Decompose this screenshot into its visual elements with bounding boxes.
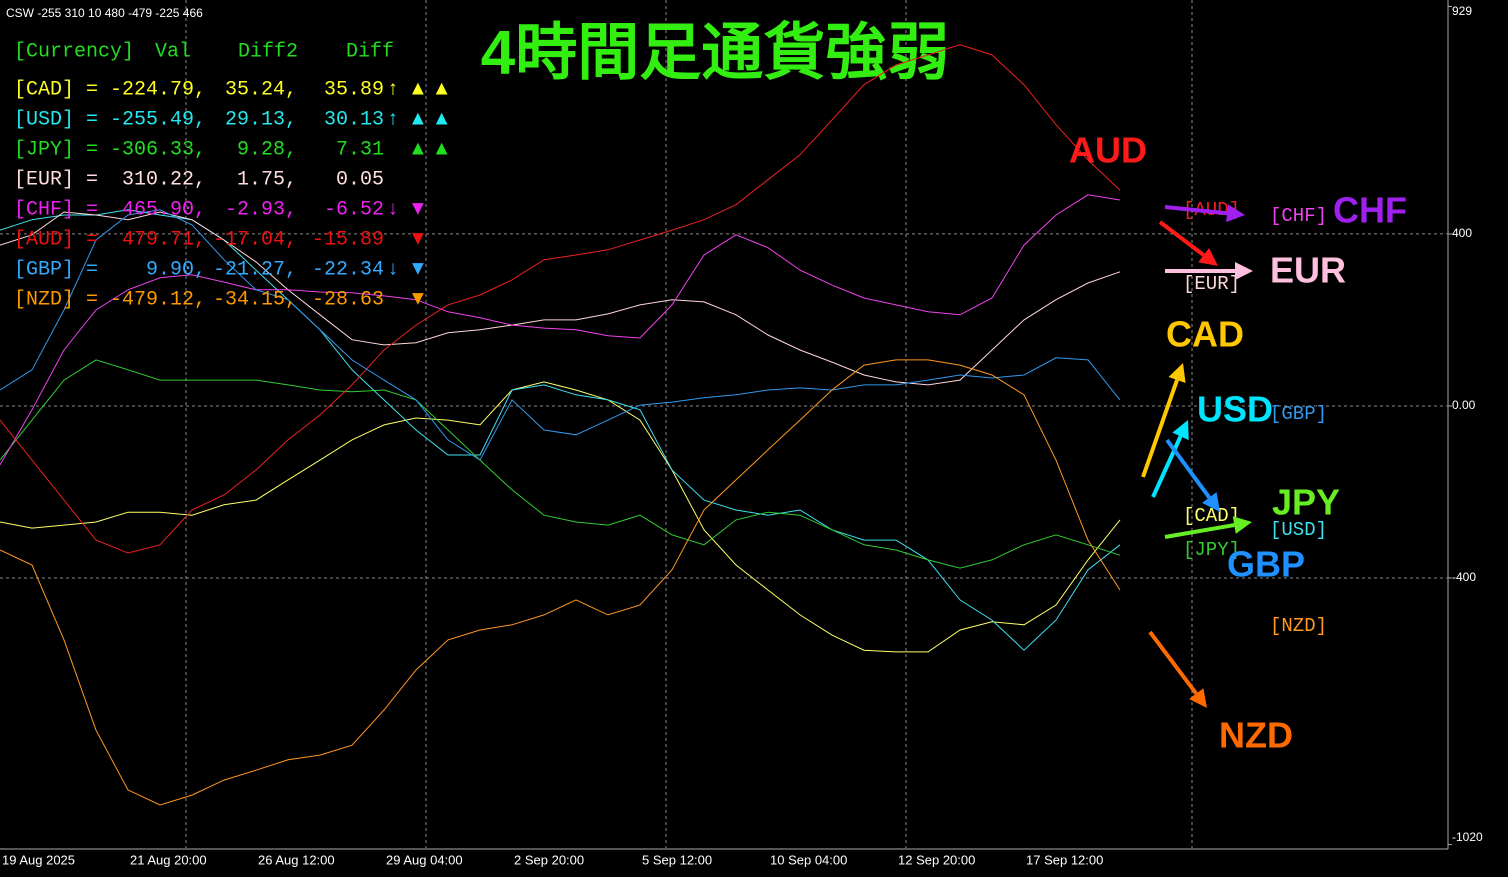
- series-line: [0, 44, 1121, 554]
- row-marks: ▲▲: [408, 137, 456, 159]
- row-diff2: 35.24,: [225, 78, 297, 101]
- series-line: [0, 359, 1121, 569]
- row-diff: 30.13: [324, 108, 384, 131]
- row-diff2: 1.75,: [237, 168, 297, 191]
- row-diff: 7.31: [336, 138, 384, 161]
- x-tick-label: 12 Sep 20:00: [898, 852, 975, 867]
- table-header: [Currency]: [14, 40, 134, 63]
- arrow: [1165, 438, 1211, 499]
- chart-title: 4時間足通貨強弱: [481, 18, 949, 87]
- row-diff2: 29.13,: [225, 108, 297, 131]
- annotation: GBP: [1227, 544, 1305, 585]
- row-label: [JPY] = -306.33,: [14, 138, 206, 161]
- annotation: CAD: [1166, 314, 1244, 355]
- arrow: [1148, 630, 1198, 695]
- arrow-head: [1172, 420, 1189, 441]
- row-diff2: -34.15,: [213, 288, 297, 311]
- arrow: [1141, 379, 1179, 478]
- arrow-head: [1235, 262, 1253, 280]
- x-tick-label: 19 Aug 2025: [2, 852, 75, 867]
- header: CSW -255 310 10 480 -479 -225 466: [6, 6, 203, 20]
- series-label: [EUR]: [1183, 273, 1240, 295]
- series-line: [0, 359, 1121, 806]
- series-label: [NZD]: [1270, 615, 1327, 637]
- row-label: [GBP] = 9.90,: [14, 258, 206, 281]
- x-tick-label: 21 Aug 20:00: [130, 852, 207, 867]
- series-label: [GBP]: [1270, 403, 1327, 425]
- series-label: [CHF]: [1270, 205, 1327, 227]
- x-tick-label: 5 Sep 12:00: [642, 852, 712, 867]
- row-diff: -28.63: [312, 288, 384, 311]
- row-marks: ▲▲: [408, 77, 456, 99]
- series-line: [0, 209, 1121, 461]
- y-tick-label: -1020: [1452, 830, 1483, 844]
- x-tick-label: 29 Aug 04:00: [386, 852, 463, 867]
- annotation: CHF: [1333, 190, 1407, 231]
- y-tick-label: -400: [1452, 570, 1476, 584]
- series-label: [JPY]: [1183, 539, 1240, 561]
- arrow-head: [1232, 516, 1252, 534]
- row-diff: -15.89: [312, 228, 384, 251]
- annotation: NZD: [1219, 715, 1293, 756]
- y-tick-label: 400: [1452, 226, 1472, 240]
- row-diff: -6.52: [324, 198, 384, 221]
- row-arrow: ↓: [387, 258, 399, 281]
- row-marks: ▲▲: [408, 107, 456, 129]
- series-line: [0, 381, 1121, 653]
- row-diff2: -2.93,: [225, 198, 297, 221]
- row-diff2: 9.28,: [237, 138, 297, 161]
- row-diff: 0.05: [336, 168, 384, 191]
- arrow: [1164, 523, 1235, 539]
- annotation: AUD: [1069, 130, 1147, 171]
- x-tick-label: 2 Sep 20:00: [514, 852, 584, 867]
- annotation: JPY: [1272, 482, 1340, 523]
- row-label: [EUR] = 310.22,: [14, 168, 206, 191]
- row-marks: ▼: [408, 227, 432, 249]
- x-tick-label: 17 Sep 12:00: [1026, 852, 1103, 867]
- row-label: [USD] = -255.49,: [14, 108, 206, 131]
- row-marks: ▼: [408, 257, 432, 279]
- arrow: [1164, 205, 1228, 216]
- row-diff2: -17.04,: [213, 228, 297, 251]
- arrow-head: [1226, 204, 1245, 223]
- series-line: [0, 211, 1121, 386]
- y-tick-label: 929: [1452, 4, 1472, 18]
- y-tick-label: 0.00: [1452, 398, 1476, 412]
- x-tick-label: 26 Aug 12:00: [258, 852, 335, 867]
- arrow-head: [1189, 688, 1207, 708]
- row-arrow: ↓: [387, 198, 399, 221]
- x-tick-label: 10 Sep 04:00: [770, 852, 847, 867]
- row-label: [NZD] = -479.12,: [14, 288, 206, 311]
- arrow-head: [1168, 363, 1186, 383]
- table-header: Val: [155, 40, 191, 63]
- row-label: [CHF] = 465.90,: [14, 198, 206, 221]
- annotation: EUR: [1270, 250, 1346, 291]
- arrow-head: [1202, 492, 1220, 512]
- table-header: Diff2: [238, 40, 298, 63]
- row-marks: ▼: [408, 197, 432, 219]
- series-label: [USD]: [1270, 519, 1327, 541]
- arrow-head: [1198, 247, 1218, 266]
- row-label: [AUD] = 479.71,: [14, 228, 206, 251]
- series-label: [CAD]: [1183, 505, 1240, 527]
- row-arrow: ↑: [387, 78, 399, 101]
- row-diff: -22.34: [312, 258, 384, 281]
- arrow: [1151, 435, 1183, 498]
- row-label: [CAD] = -224.79,: [14, 78, 206, 101]
- row-arrow: ↑: [387, 108, 399, 131]
- arrow: [1158, 220, 1205, 257]
- annotation: USD: [1197, 389, 1273, 430]
- row-marks: ▼: [408, 287, 432, 309]
- row-diff: 35.89: [324, 78, 384, 101]
- row-diff2: -21.27,: [213, 258, 297, 281]
- series-line: [0, 194, 1121, 466]
- table-header: Diff: [346, 40, 394, 63]
